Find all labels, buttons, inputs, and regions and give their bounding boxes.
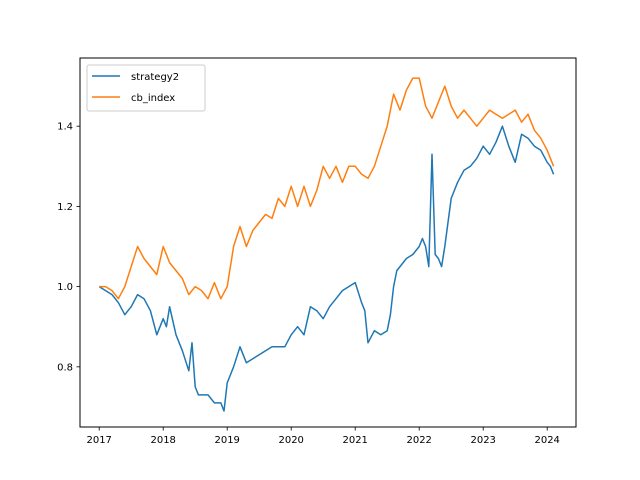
series-line-1 [99, 77, 555, 300]
plot-frame [79, 57, 577, 428]
y-axis: 0.8 1.0 1.2 1.4 [57, 122, 80, 373]
y-tick-label: 0.8 [57, 362, 73, 373]
x-tick-label: 2020 [278, 435, 303, 446]
legend-label-1: cb_index [131, 93, 175, 104]
x-tick-label: 2022 [406, 435, 431, 446]
y-tick-label: 1.4 [57, 122, 73, 133]
x-tick-label: 2019 [214, 435, 239, 446]
x-tick-label: 2023 [470, 435, 495, 446]
y-tick-label: 1.2 [57, 202, 73, 213]
x-axis: 2017 2018 2019 2020 2021 2022 2023 2024 [86, 427, 560, 446]
x-tick-label: 2024 [534, 435, 559, 446]
series-layer [98, 77, 555, 412]
y-tick-label: 1.0 [57, 282, 73, 293]
x-tick-label: 2017 [86, 435, 111, 446]
series-line-0 [98, 125, 555, 412]
x-tick-label: 2018 [150, 435, 175, 446]
legend-label-0: strategy2 [131, 72, 179, 83]
x-tick-label: 2021 [342, 435, 367, 446]
legend: strategy2 cb_index [86, 64, 206, 112]
